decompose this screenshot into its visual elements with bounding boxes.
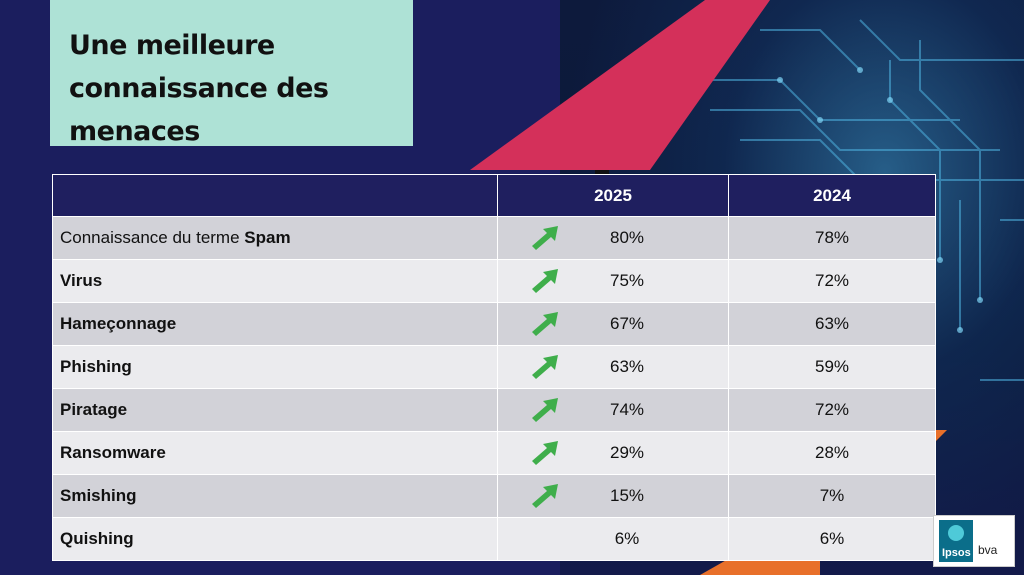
value-2024: 59% bbox=[728, 345, 936, 389]
value-2025-text: 67% bbox=[609, 314, 645, 333]
up-arrow-icon bbox=[532, 312, 558, 336]
value-2025-text: 80% bbox=[609, 228, 645, 247]
value-2024: 72% bbox=[728, 388, 936, 432]
table-row: Hameçonnage 67% 63% bbox=[52, 302, 936, 346]
value-2025: 80% bbox=[497, 216, 729, 260]
ipsos-logo-mark: Ipsos bbox=[939, 520, 973, 562]
value-2024: 28% bbox=[728, 431, 936, 475]
value-2025-text: 15% bbox=[609, 486, 645, 505]
value-2025-text: 63% bbox=[609, 357, 645, 376]
value-2025: 6% bbox=[497, 517, 729, 561]
value-2025: 63% bbox=[497, 345, 729, 389]
row-label: Hameçonnage bbox=[52, 302, 498, 346]
row-label-term: Ransomware bbox=[60, 443, 166, 462]
table-row: Smishing 15% 7% bbox=[52, 474, 936, 518]
table-row: Quishing 6% 6% bbox=[52, 517, 936, 561]
ipsos-bva-logo: Ipsos bva bbox=[933, 515, 1015, 567]
table-row: Ransomware 29% 28% bbox=[52, 431, 936, 475]
row-label: Phishing bbox=[52, 345, 498, 389]
value-2024: 63% bbox=[728, 302, 936, 346]
up-arrow-icon bbox=[532, 398, 558, 422]
logo-brand: Ipsos bbox=[942, 547, 971, 559]
table-row: Connaissance du terme Spam 80% 78% bbox=[52, 216, 936, 260]
value-2024: 6% bbox=[728, 517, 936, 561]
table-row: Phishing 63% 59% bbox=[52, 345, 936, 389]
row-label-term: Spam bbox=[244, 228, 291, 247]
up-arrow-icon bbox=[532, 226, 558, 250]
value-2025: 67% bbox=[497, 302, 729, 346]
value-2025-text: 6% bbox=[614, 529, 640, 548]
up-arrow-icon bbox=[532, 355, 558, 379]
page-title: Une meilleure connaissance des menaces bbox=[69, 30, 329, 147]
value-2024: 7% bbox=[728, 474, 936, 518]
header-2025: 2025 bbox=[497, 174, 729, 217]
value-2025-text: 29% bbox=[609, 443, 645, 462]
value-2025: 29% bbox=[497, 431, 729, 475]
value-2025: 74% bbox=[497, 388, 729, 432]
row-label: Ransomware bbox=[52, 431, 498, 475]
row-label-term: Virus bbox=[60, 271, 103, 290]
up-arrow-icon bbox=[532, 441, 558, 465]
row-label-prefix: Connaissance du terme bbox=[60, 228, 245, 247]
value-2025: 15% bbox=[497, 474, 729, 518]
value-2024: 72% bbox=[728, 259, 936, 303]
threat-awareness-table: 2025 2024 Connaissance du terme Spam 80% 7… bbox=[52, 174, 936, 561]
row-label: Quishing bbox=[52, 517, 498, 561]
logo-suffix: bva bbox=[978, 543, 998, 557]
table-row: Virus 75% 72% bbox=[52, 259, 936, 303]
table-row: Piratage 74% 72% bbox=[52, 388, 936, 432]
row-label-term: Quishing bbox=[60, 529, 134, 548]
row-label-term: Phishing bbox=[60, 357, 132, 376]
up-arrow-icon bbox=[532, 484, 558, 508]
row-label: Virus bbox=[52, 259, 498, 303]
table-header-row: 2025 2024 bbox=[52, 174, 936, 217]
header-2024: 2024 bbox=[728, 174, 936, 217]
value-2025-text: 75% bbox=[609, 271, 645, 290]
pink-accent-shape bbox=[470, 0, 770, 170]
value-2025-text: 74% bbox=[609, 400, 645, 419]
value-2024: 78% bbox=[728, 216, 936, 260]
row-label-term: Smishing bbox=[60, 486, 137, 505]
row-label: Piratage bbox=[52, 388, 498, 432]
row-label: Smishing bbox=[52, 474, 498, 518]
up-arrow-icon bbox=[532, 269, 558, 293]
title-box: Une meilleure connaissance des menaces bbox=[50, 0, 413, 147]
header-empty bbox=[52, 174, 498, 217]
row-label: Connaissance du terme Spam bbox=[52, 216, 498, 260]
value-2025: 75% bbox=[497, 259, 729, 303]
row-label-term: Piratage bbox=[60, 400, 128, 419]
row-label-term: Hameçonnage bbox=[60, 314, 177, 333]
orange-accent-corner bbox=[935, 430, 947, 442]
orange-accent-shape bbox=[700, 558, 820, 575]
